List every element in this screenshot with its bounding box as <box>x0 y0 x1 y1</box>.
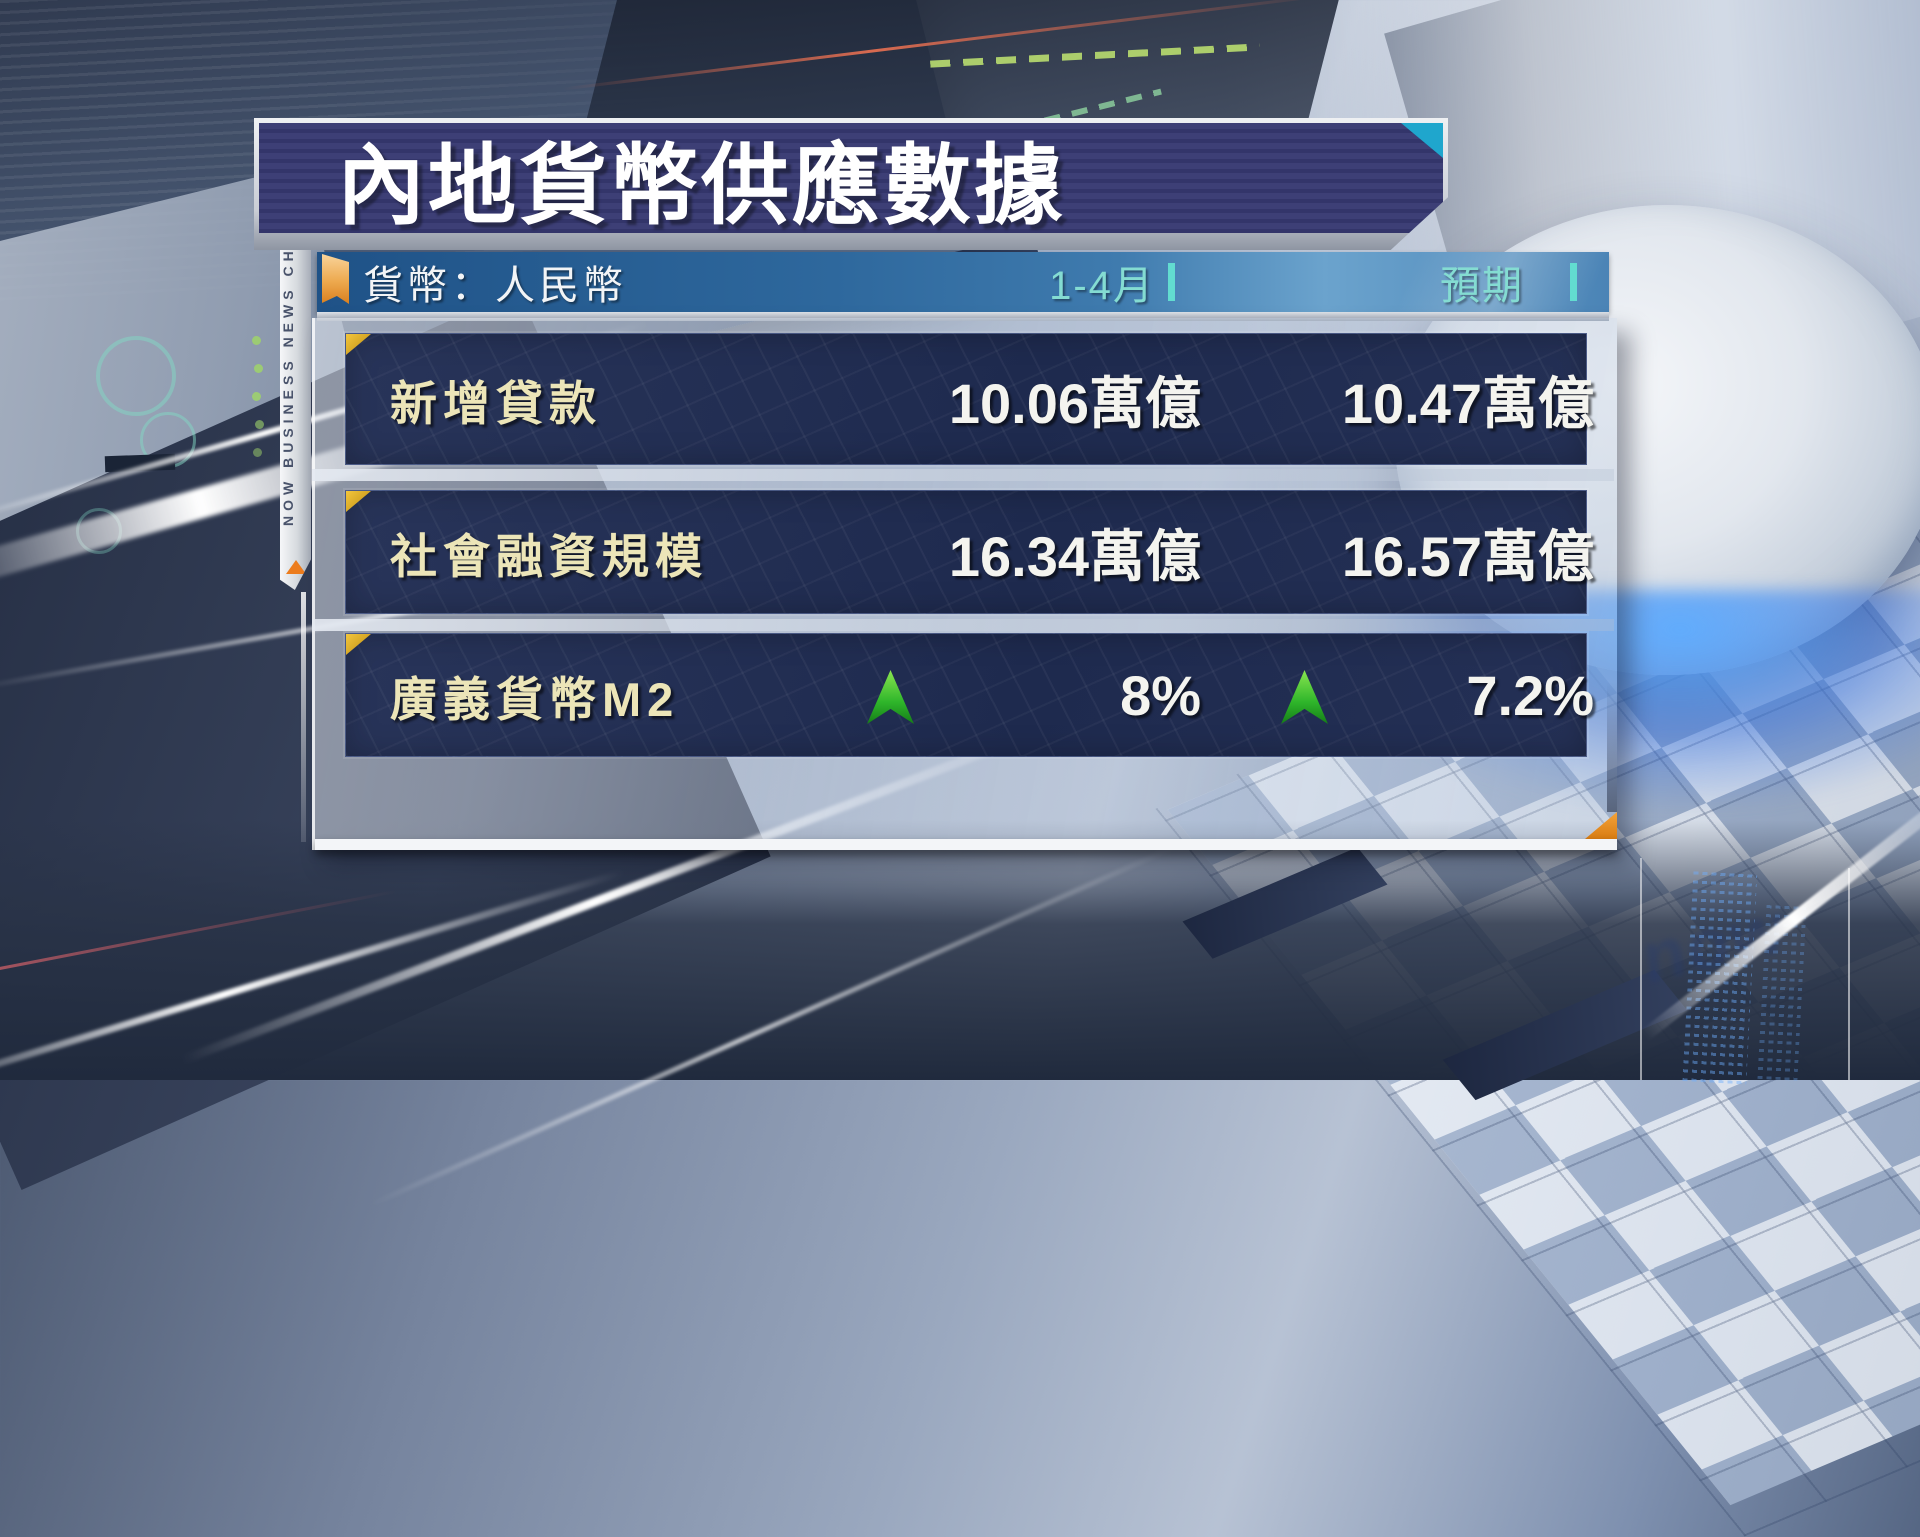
orange-ribbon-icon <box>322 254 349 304</box>
green-dot-icon <box>255 420 264 429</box>
title-banner-body: 內地貨幣供應數據 <box>259 123 1443 235</box>
panel-right-shadow <box>1607 682 1617 812</box>
row-value-forecast: 10.47萬億 <box>1341 371 1594 435</box>
column-header-period: 1-4月 <box>1049 264 1155 308</box>
panel-bottom-edge <box>315 839 1617 850</box>
channel-strip-label: NOW BUSINESS NEWS CHANNEL <box>280 173 296 526</box>
green-dot-icon <box>252 336 261 345</box>
row-label: 廣義貨幣M2 <box>390 672 680 726</box>
column-header-forecast: 預期 <box>1440 264 1524 308</box>
currency-label: 貨幣：人民幣 <box>363 264 627 308</box>
header-bottom-edge <box>317 312 1609 321</box>
row-label: 社會融資規模 <box>390 529 708 583</box>
row-value-forecast: 16.57萬億 <box>1341 524 1594 588</box>
background-bottom-shade <box>0 820 1920 1080</box>
orange-corner-triangle-icon <box>1585 812 1617 839</box>
channel-strip: NOW BUSINESS NEWS CHANNEL <box>280 250 311 590</box>
table-row: 新增貸款 10.06萬億 10.47萬億 <box>345 333 1594 465</box>
page-title: 內地貨幣供應數據 <box>337 135 1066 235</box>
row-label: 新增貸款 <box>390 376 602 430</box>
table-header: 貨幣：人民幣 1-4月 預期 <box>317 252 1610 321</box>
teal-ring-icon <box>96 336 176 416</box>
row-value-period: 10.06萬億 <box>948 371 1201 435</box>
thin-vertical-line <box>1640 858 1642 1080</box>
teal-divider-bar <box>1168 263 1175 301</box>
channel-strip-line <box>301 592 306 842</box>
title-banner: 內地貨幣供應數據 <box>254 118 1448 250</box>
row-value-period: 16.34萬億 <box>948 524 1201 588</box>
orange-up-triangle-icon <box>286 560 306 574</box>
row-separator <box>312 469 1614 481</box>
green-dot-icon <box>253 448 262 457</box>
table-row: 廣義貨幣M2 8% 7.2% <box>345 633 1594 757</box>
row-separator <box>312 619 1614 631</box>
table-row: 社會融資規模 16.34萬億 16.57萬億 <box>345 490 1594 614</box>
thin-vertical-line <box>1848 868 1850 1080</box>
teal-divider-bar <box>1570 263 1577 301</box>
cyan-corner-triangle-icon <box>1401 123 1443 158</box>
row-value-forecast: 7.2% <box>1466 663 1594 727</box>
green-dot-icon <box>254 364 263 373</box>
row-value-period: 8% <box>1120 663 1201 727</box>
green-dot-icon <box>252 392 261 401</box>
